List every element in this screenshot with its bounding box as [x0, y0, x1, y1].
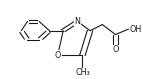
Text: O: O	[112, 45, 119, 54]
Text: CH₃: CH₃	[75, 68, 90, 77]
Text: N: N	[75, 17, 81, 26]
Text: O: O	[54, 51, 61, 60]
Text: OH: OH	[129, 25, 141, 34]
